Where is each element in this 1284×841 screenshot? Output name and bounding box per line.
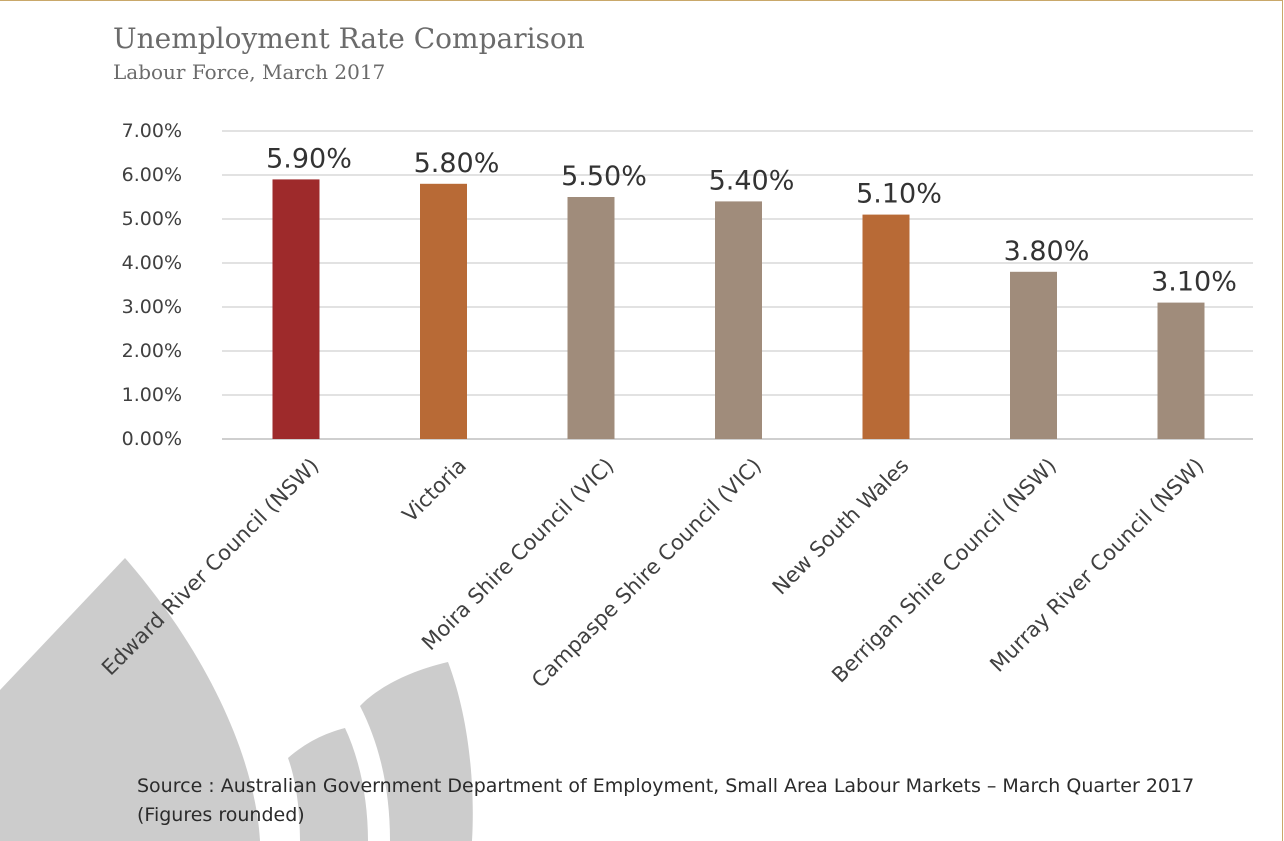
x-tick-label: New South Wales (768, 454, 914, 600)
data-label: 5.10% (856, 179, 942, 210)
y-tick-label: 4.00% (122, 252, 182, 274)
bar (272, 179, 320, 439)
y-tick-label: 0.00% (122, 428, 182, 450)
data-label: 5.80% (414, 148, 500, 179)
data-label: 5.90% (266, 143, 352, 174)
data-label: 3.10% (1151, 267, 1237, 298)
x-axis-labels: Edward River Council (NSW) VictoriaMoira … (97, 454, 1208, 693)
y-tick-label: 1.00% (122, 384, 182, 406)
y-axis-ticks: 0.00% 1.00% 2.00% 3.00% 4.00% 5.00% 6.00% 7.00% (122, 120, 182, 450)
x-tick-label: Campaspe Shire Council (VIC) (527, 454, 766, 693)
bar (862, 214, 910, 439)
y-tick-label: 5.00% (122, 208, 182, 230)
bar (1157, 302, 1205, 439)
bar (567, 197, 615, 439)
data-label: 3.80% (1004, 236, 1090, 267)
leaf-shape-right (360, 662, 473, 841)
data-label: 5.40% (709, 165, 795, 196)
bars (272, 179, 1205, 439)
chart-title: Unemployment Rate Comparison (113, 22, 585, 55)
data-labels: 5.90% 5.80% 5.50% 5.40% 5.10% 3.80% 3.10% (266, 143, 1237, 297)
leaf-decoration (0, 558, 473, 841)
y-tick-label: 7.00% (122, 120, 182, 142)
y-tick-label: 6.00% (122, 164, 182, 186)
source-note: Source : Australian Government Departmen… (137, 775, 1195, 826)
chart-subtitle: Labour Force, March 2017 (113, 60, 386, 84)
bar (715, 201, 762, 439)
leaf-shape-middle (288, 728, 368, 841)
y-tick-label: 3.00% (122, 296, 182, 318)
x-tick-label: Victoria (398, 454, 471, 527)
data-label: 5.50% (561, 161, 647, 192)
bar (420, 183, 467, 439)
leaf-shape-left (0, 558, 260, 841)
y-tick-label: 2.00% (122, 340, 182, 362)
x-tick-label: Edward River Council (NSW) (97, 454, 323, 680)
bar (1010, 271, 1057, 439)
